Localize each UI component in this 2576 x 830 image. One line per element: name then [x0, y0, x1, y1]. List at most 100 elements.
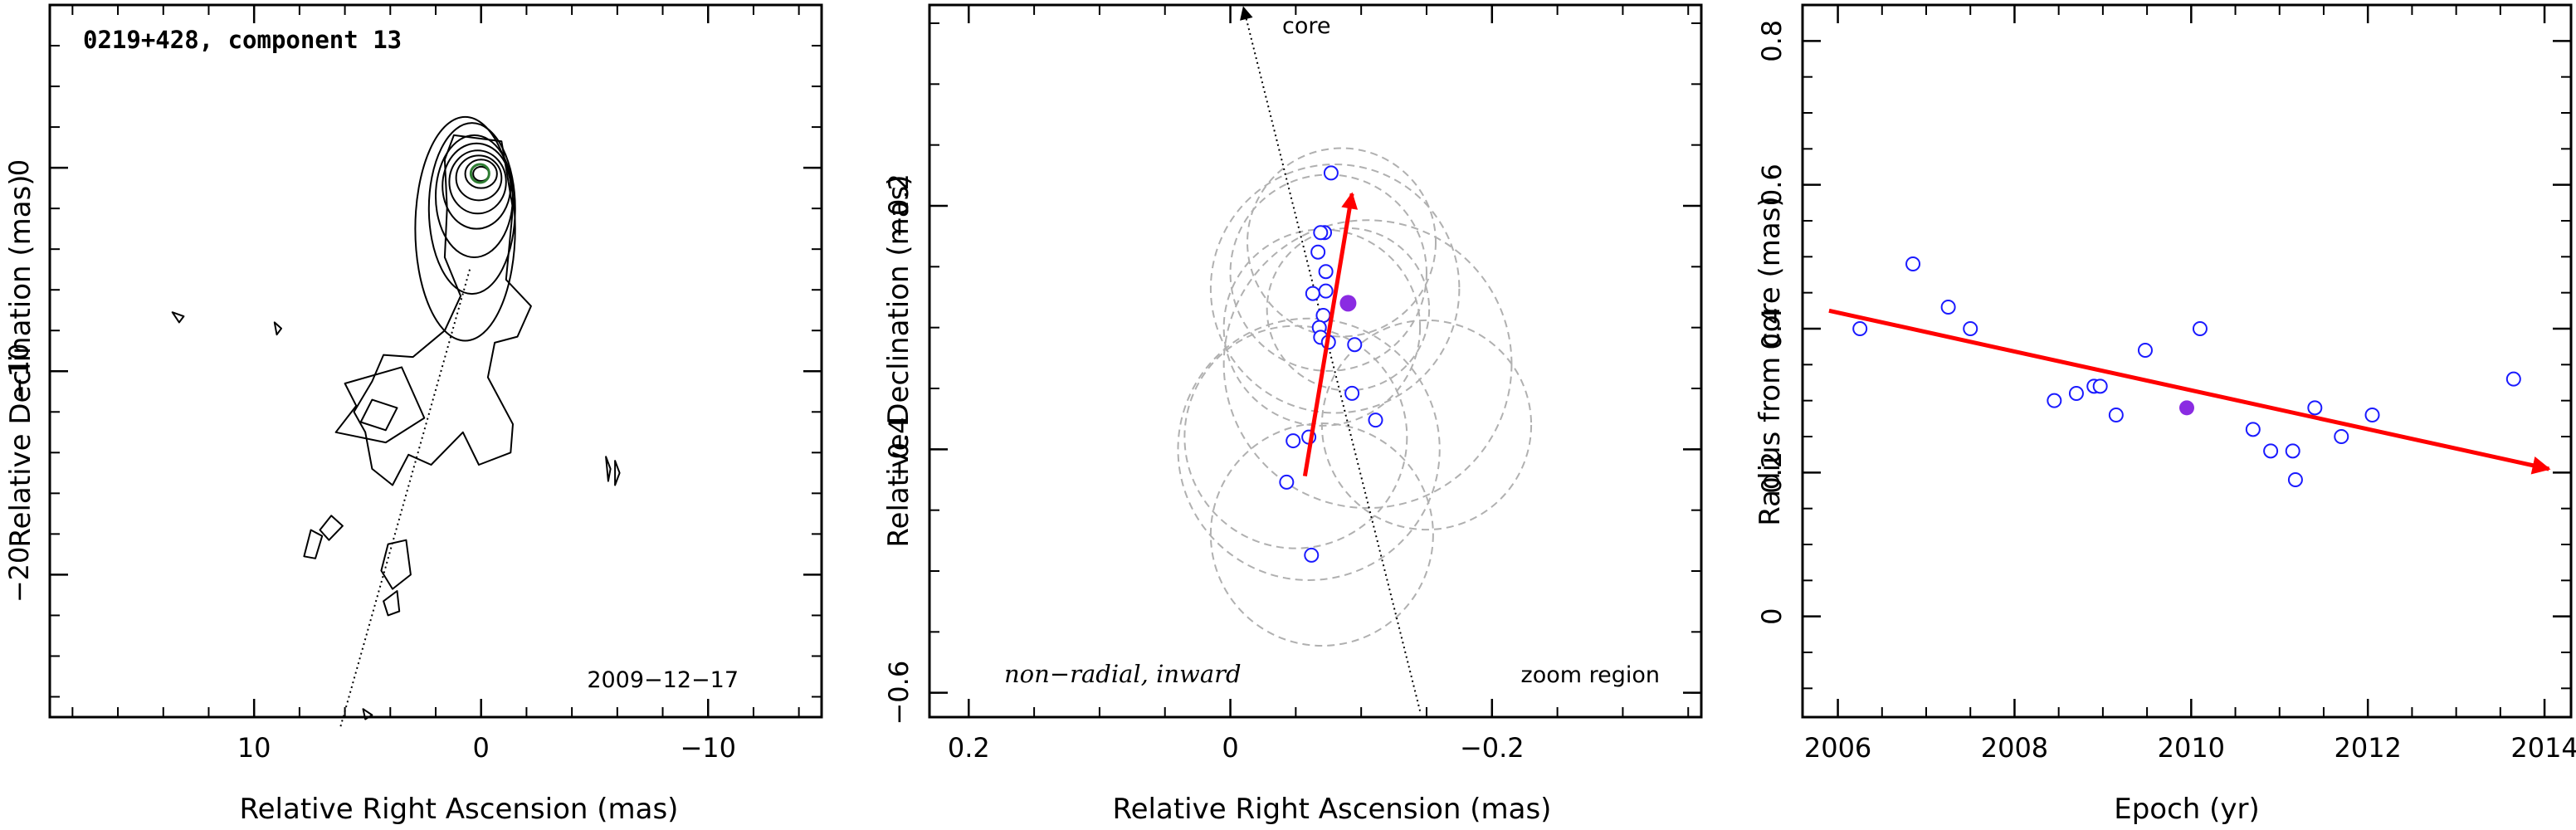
panel1-plot-content — [171, 115, 621, 728]
panel3-xlabel: Epoch (yr) — [2114, 793, 2260, 826]
panel3-ylabel: Radius from core (mas) — [1754, 196, 1787, 525]
data-point — [1905, 256, 1921, 271]
beam-circle — [1222, 219, 1513, 510]
data-point — [1318, 283, 1334, 299]
data-point — [1313, 225, 1329, 241]
panel1-frame — [48, 3, 823, 719]
data-point — [2092, 378, 2108, 394]
data-point — [2364, 408, 2380, 422]
panel1-date: 2009−12−17 — [587, 667, 739, 693]
beam-circle — [1177, 317, 1441, 581]
contour-line — [614, 460, 621, 486]
data-point — [1286, 433, 1301, 449]
contour-line — [273, 321, 282, 336]
mean-position-marker — [1339, 295, 1357, 312]
data-point — [1304, 547, 1320, 563]
contour-line — [383, 590, 401, 617]
panel3-xtick-label: 2010 — [2158, 732, 2225, 764]
contour-line — [380, 539, 412, 590]
panel2-frame — [928, 3, 1703, 719]
data-point — [2263, 443, 2279, 459]
contour-line — [171, 311, 185, 324]
panel1-ytick-label: −10 — [3, 343, 35, 399]
panel1-ytick-label: −20 — [3, 547, 35, 603]
core-direction-line — [1240, 6, 1422, 711]
direction-line — [339, 269, 471, 728]
panel2-annotation-left: non−radial, inward — [1004, 660, 1242, 688]
panel1-xtick-label: −10 — [680, 732, 736, 764]
panel3-xtick-label: 2012 — [2334, 732, 2401, 764]
data-point — [1279, 474, 1295, 490]
panel2-clipped — [1177, 6, 1533, 711]
data-point — [2047, 393, 2062, 408]
panel3-ytick-label: 0.4 — [1756, 308, 1788, 350]
contour-line — [303, 529, 324, 559]
contour-line — [353, 134, 532, 486]
panel3-xtick-label: 2008 — [1981, 732, 2048, 764]
panel2-xlabel: Relative Right Ascension (mas) — [1113, 793, 1552, 826]
data-point — [2192, 321, 2208, 336]
data-point — [2285, 443, 2300, 459]
panel1-ticks: 10 0 −10 0 −10 −20 — [3, 5, 822, 764]
panel2-ticks: 0.2 0 −0.2 −0.2 −0.4 −0.6 — [883, 5, 1701, 764]
panel1-xtick-label: 10 — [237, 732, 271, 764]
panel2-ylabel: Relative Declination (mas) — [882, 174, 915, 547]
data-point — [1940, 300, 1956, 315]
panel1-xlabel: Relative Right Ascension (mas) — [240, 793, 679, 826]
data-point — [1310, 244, 1326, 260]
panel2-annotation-right: zoom region — [1521, 662, 1660, 688]
panel3-ytick-label: 0.2 — [1756, 452, 1788, 494]
data-point — [1368, 413, 1383, 428]
panel2-core-label: core — [1282, 13, 1330, 39]
data-point — [2245, 422, 2261, 437]
panel2-ytick-label: −0.4 — [883, 417, 915, 481]
contour-line — [442, 142, 512, 230]
data-point — [1347, 337, 1363, 353]
data-point — [1963, 321, 1978, 336]
beam-circle — [1183, 325, 1408, 549]
panel2-ytick-label: −0.2 — [883, 173, 915, 238]
data-point — [1315, 308, 1331, 323]
contour-line — [319, 515, 344, 541]
data-point — [2334, 429, 2349, 444]
panel3-plot-content — [1828, 256, 2551, 487]
data-point — [2108, 408, 2124, 422]
panel1-ytick-label: 0 — [3, 159, 35, 176]
panel1-ylabel: Relative Declination (mas) — [4, 174, 37, 547]
contour-line — [359, 398, 398, 432]
panel-radius-vs-epoch: 2006 2008 2010 2012 2014 0 0.2 0.4 0.6 0.8 Epoch … — [1754, 3, 2576, 826]
data-point — [2137, 343, 2153, 358]
data-point — [1852, 321, 1868, 336]
contour-line — [414, 115, 516, 342]
motion-arrow — [1302, 192, 1359, 477]
data-point — [1344, 385, 1360, 401]
panel2-xtick-label: −0.2 — [1460, 732, 1525, 764]
beam-circle — [1320, 319, 1533, 531]
panel2-plot-content — [1177, 6, 1533, 711]
panel1-xtick-label: 0 — [473, 732, 490, 764]
mean-point-marker — [2179, 400, 2194, 416]
panel3-ytick-label: 0 — [1756, 608, 1788, 624]
panel3-xtick-label: 2014 — [2510, 732, 2576, 764]
contour-line — [455, 154, 503, 202]
panel2-xtick-label: 0.2 — [948, 732, 990, 764]
data-point — [1323, 165, 1339, 181]
contour-line — [448, 149, 507, 215]
panel-zoom-region: 0.2 0 −0.2 −0.2 −0.4 −0.6 core non−radial, in… — [882, 3, 1703, 826]
panel3-frame — [1801, 3, 2573, 719]
contour-line — [334, 366, 426, 444]
panel3-ytick-label: 0.8 — [1756, 20, 1788, 62]
panel3-xtick-label: 2006 — [1804, 732, 1871, 764]
data-point — [1318, 264, 1334, 280]
panel2-ytick-label: −0.6 — [883, 661, 915, 725]
data-point — [2068, 386, 2084, 401]
beam-circle — [1209, 163, 1461, 414]
panel2-xtick-label: 0 — [1222, 732, 1238, 764]
contour-line — [464, 159, 498, 189]
component-marker — [469, 163, 490, 184]
panel1-title: 0219+428, component 13 — [83, 26, 402, 54]
data-point — [2505, 371, 2521, 387]
panel-contour-map: 10 0 −10 0 −10 −20 0219+428, component 13 200… — [3, 3, 823, 826]
beam-circle — [1247, 147, 1437, 338]
